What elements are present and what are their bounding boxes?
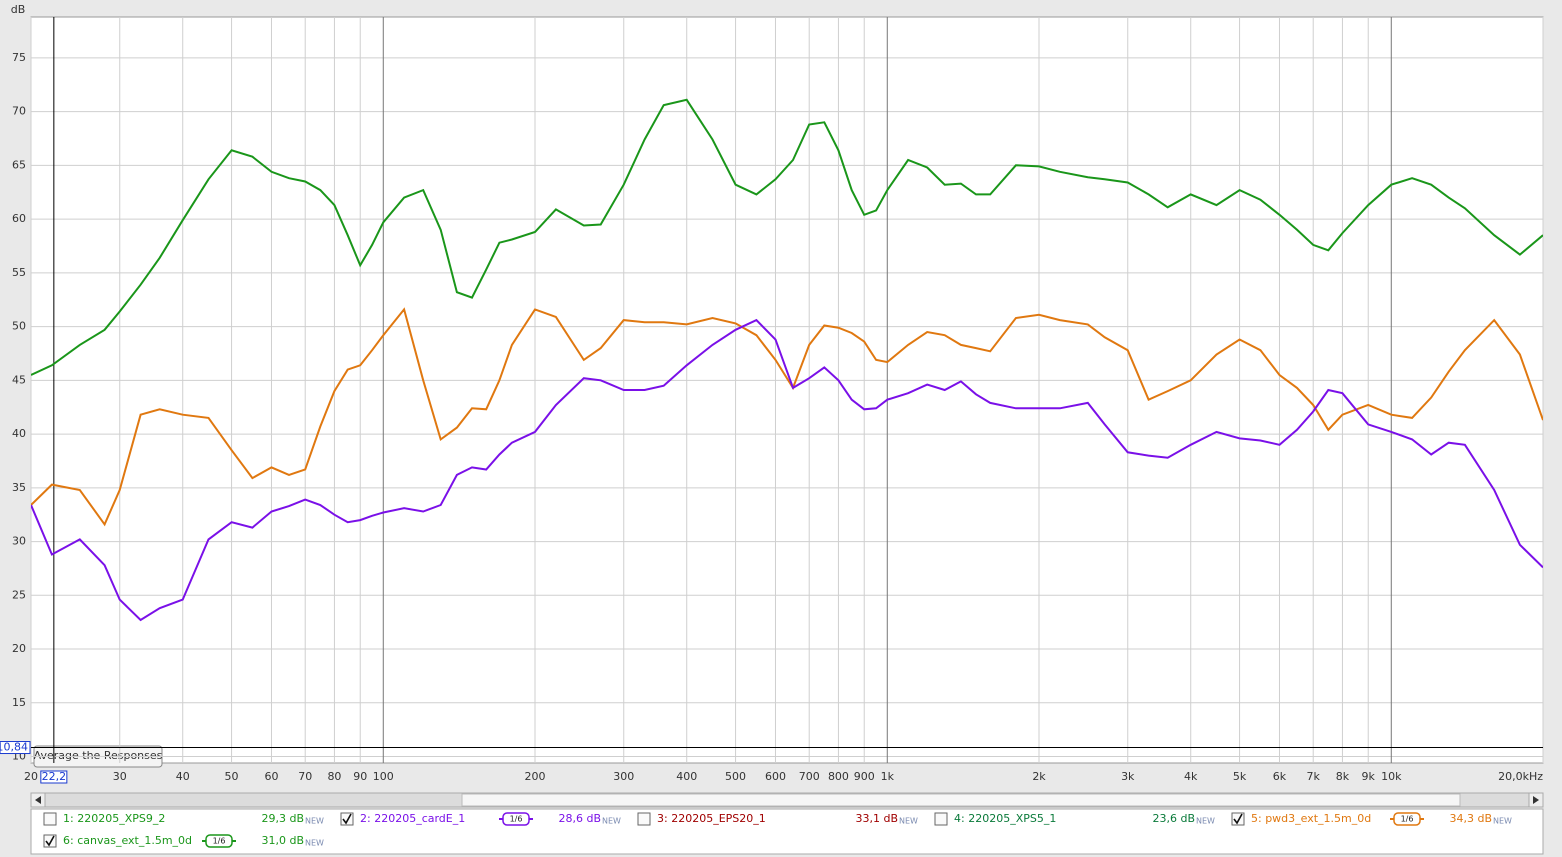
x-tick-label: 20,0kHz (1498, 770, 1543, 783)
x-tick-label: 10k (1381, 770, 1402, 783)
legend-level: 31,0 dB (261, 834, 304, 847)
check-mark (45, 835, 55, 847)
check-mark (342, 813, 352, 825)
legend-name: 4: 220205_XPS5_1 (954, 812, 1056, 825)
x-tick-label: 3k (1121, 770, 1135, 783)
legend-name: 2: 220205_cardE_1 (360, 812, 465, 825)
y-tick-label: 50 (12, 320, 26, 333)
x-tick-label: 5k (1233, 770, 1247, 783)
new-tag: NEW (305, 839, 324, 848)
average-button-label[interactable]: Average the Responses (34, 749, 163, 762)
legend-level: 23,6 dB (1152, 812, 1195, 825)
x-tick-label: 4k (1184, 770, 1198, 783)
new-tag: NEW (1196, 817, 1215, 826)
x-tick-label: 20 (24, 770, 38, 783)
legend-name: 6: canvas_ext_1.5m_0d (63, 834, 192, 847)
legend-name: 5: pwd3_ext_1.5m_0d (1251, 812, 1371, 825)
x-tick-label: 40 (176, 770, 190, 783)
response-curve (31, 98, 1543, 376)
x-tick-label: 90 (353, 770, 367, 783)
y-tick-label: 40 (12, 427, 26, 440)
y-tick-label: 70 (12, 105, 26, 118)
smoothing-icon[interactable] (502, 812, 530, 826)
cursor-x-label: 22,2 (42, 770, 67, 783)
response-curve (31, 307, 1543, 527)
y-tick-label: 15 (12, 696, 26, 709)
cursor-label-box (40, 770, 68, 784)
y-axis-label: dB (11, 3, 26, 16)
y-tick-label: 55 (12, 266, 26, 279)
y-tick-label: 75 (12, 51, 26, 64)
checkbox[interactable] (637, 812, 651, 826)
response-curve (31, 318, 1543, 622)
x-tick-label: 700 (799, 770, 820, 783)
arrow-icon (35, 796, 41, 804)
checkbox[interactable] (934, 812, 948, 826)
x-tick-label: 2k (1032, 770, 1046, 783)
y-tick-label: 45 (12, 373, 26, 386)
y-tick-label: 20 (12, 642, 26, 655)
cursor-label-box (0, 741, 31, 755)
x-tick-label: 80 (327, 770, 341, 783)
x-tick-label: 8k (1336, 770, 1350, 783)
x-tick-label: 70 (298, 770, 312, 783)
legend-name: 1: 220205_XPS9_2 (63, 812, 165, 825)
legend-panel (30, 808, 1544, 855)
plot-area (30, 16, 1544, 764)
legend-level: 29,3 dB (261, 812, 304, 825)
legend-level: 28,6 dB (558, 812, 601, 825)
smoothing-label: 1/6 (510, 815, 523, 824)
scroll-thumb[interactable] (461, 793, 1461, 807)
x-tick-label: 50 (225, 770, 239, 783)
x-tick-label: 9k (1362, 770, 1376, 783)
x-tick-label: 1k (881, 770, 895, 783)
cursor-y-label: 10,84 (0, 741, 28, 754)
x-tick-label: 100 (373, 770, 394, 783)
x-tick-label: 300 (613, 770, 634, 783)
x-tick-label: 7k (1307, 770, 1321, 783)
x-tick-label: 6k (1273, 770, 1287, 783)
legend-level: 33,1 dB (855, 812, 898, 825)
smoothing-icon[interactable] (1393, 812, 1421, 826)
y-tick-label: 25 (12, 588, 26, 601)
new-tag: NEW (899, 817, 918, 826)
new-tag: NEW (602, 817, 621, 826)
smoothing-label: 1/6 (213, 837, 226, 846)
x-tick-label: 900 (854, 770, 875, 783)
x-tick-label: 60 (264, 770, 278, 783)
x-tick-label: 600 (765, 770, 786, 783)
smoothing-icon[interactable] (205, 834, 233, 848)
x-tick-label: 400 (676, 770, 697, 783)
y-tick-label: 65 (12, 158, 26, 171)
new-tag: NEW (1493, 817, 1512, 826)
checkbox[interactable] (43, 812, 57, 826)
y-tick-label: 35 (12, 481, 26, 494)
new-tag: NEW (305, 817, 324, 826)
check-mark (1233, 813, 1243, 825)
legend-level: 34,3 dB (1449, 812, 1492, 825)
legend-name: 3: 220205_EPS20_1 (657, 812, 766, 825)
x-tick-label: 500 (725, 770, 746, 783)
x-tick-label: 30 (113, 770, 127, 783)
y-tick-label: 60 (12, 212, 26, 225)
x-tick-label: 200 (525, 770, 546, 783)
arrow-icon (1533, 796, 1539, 804)
smoothing-label: 1/6 (1401, 815, 1414, 824)
x-tick-label: 800 (828, 770, 849, 783)
y-tick-label: 30 (12, 535, 26, 548)
